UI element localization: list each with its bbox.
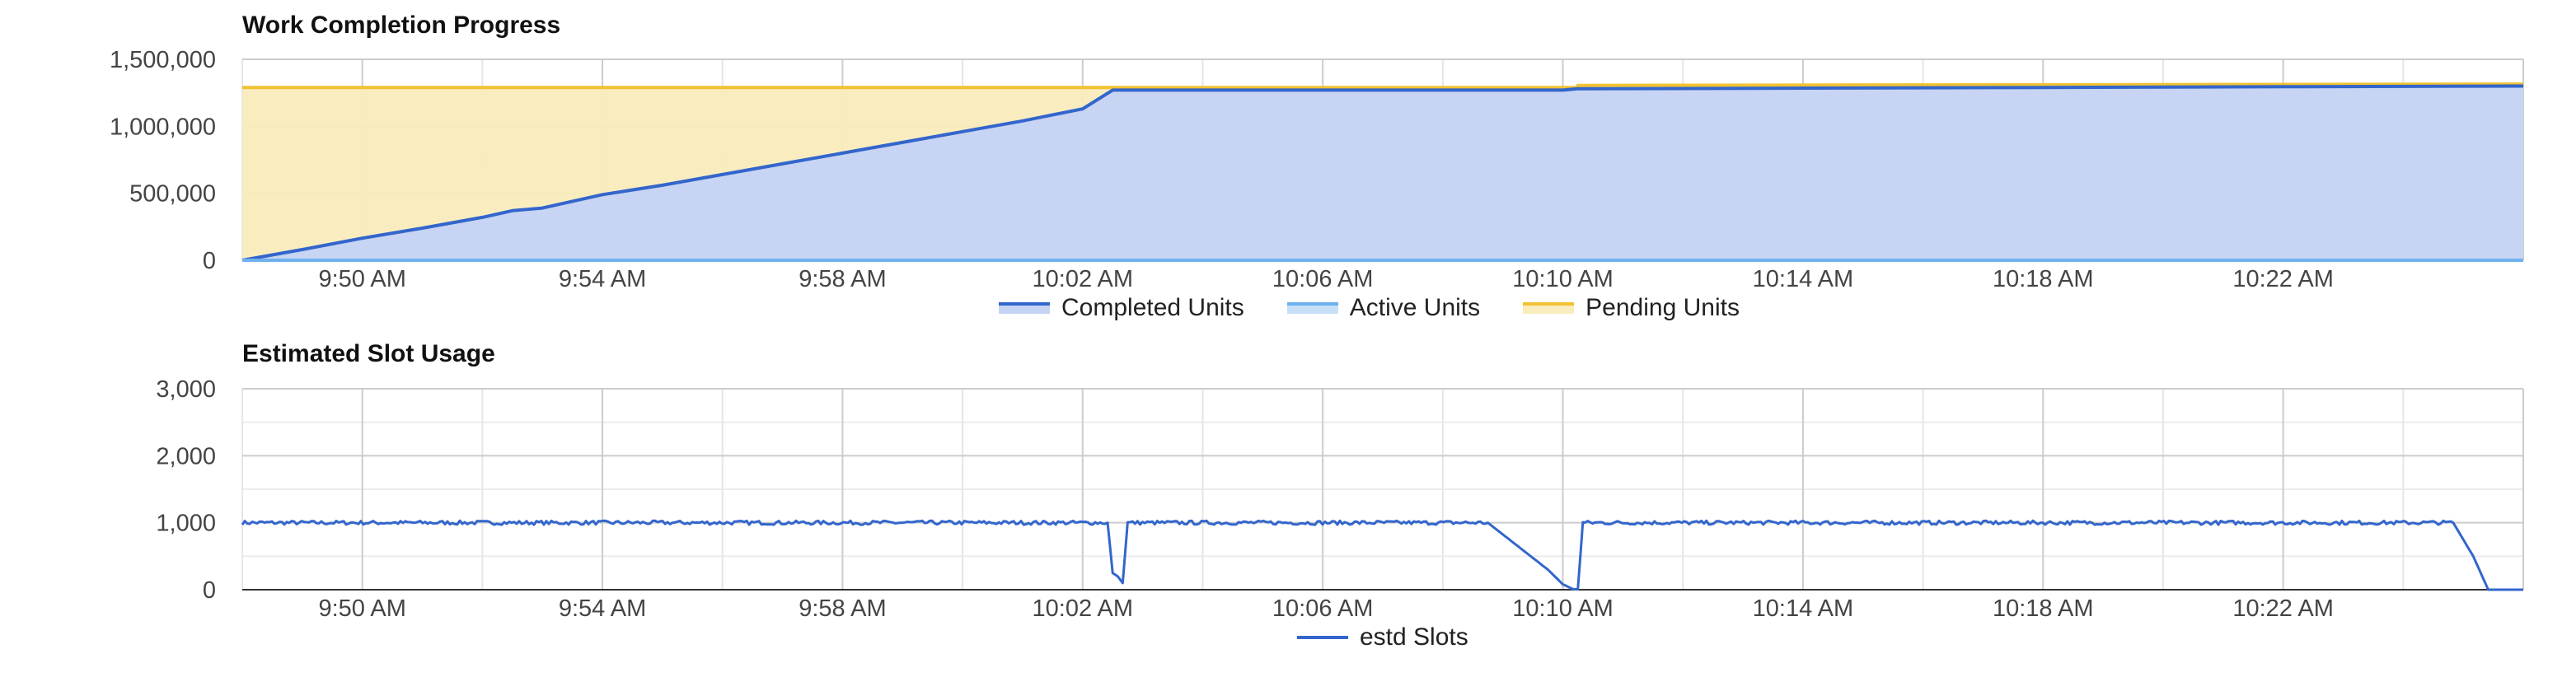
y-tick-label: 0 xyxy=(203,577,216,604)
x-tick-label: 10:14 AM xyxy=(1753,266,1854,292)
work-completion-chart: 0 500,000 1,000,000 1,500,000 9:50 AM 9:54 AM… xyxy=(110,47,2524,292)
y-tick-label: 2,000 xyxy=(156,443,216,469)
legend-item-active-units[interactable]: Active Units xyxy=(1286,294,1481,322)
legend-label: Active Units xyxy=(1349,294,1481,321)
legend-swatch xyxy=(1523,302,1575,314)
series-line-completed-units xyxy=(241,84,2524,262)
x-tick-label: 9:54 AM xyxy=(559,595,646,622)
y-tick-label: 500,000 xyxy=(129,181,216,208)
x-tick-label: 10:18 AM xyxy=(1993,266,2094,292)
x-tick-label: 10:06 AM xyxy=(1272,266,1374,292)
x-tick-label: 10:22 AM xyxy=(2232,595,2334,622)
slot-usage-legend: estd Slots xyxy=(1297,623,1511,651)
x-tick-label: 10:06 AM xyxy=(1272,595,1374,622)
legend-swatch xyxy=(1286,302,1338,314)
area-completed-units xyxy=(242,86,2523,260)
y-tick-label: 1,500,000 xyxy=(110,47,216,73)
legend-item-estd-slots[interactable]: estd Slots xyxy=(1297,623,1468,651)
chart-title-slot-usage: Estimated Slot Usage xyxy=(242,340,495,367)
y-tick-label: 1,000 xyxy=(156,511,216,537)
legend-label: Completed Units xyxy=(1061,294,1244,321)
y-tick-label: 1,000,000 xyxy=(110,114,216,140)
x-tick-label: 10:18 AM xyxy=(1993,595,2094,622)
legend-swatch xyxy=(1297,636,1348,639)
x-tick-label: 10:02 AM xyxy=(1033,266,1134,292)
x-tick-label: 9:58 AM xyxy=(799,266,886,292)
x-tick-label: 10:10 AM xyxy=(1512,266,1614,292)
work-completion-legend: Completed Units Active Units Pending Units xyxy=(999,294,1782,322)
x-tick-label: 10:14 AM xyxy=(1753,595,1854,622)
legend-item-pending-units[interactable]: Pending Units xyxy=(1523,294,1740,322)
chart-title-work-completion: Work Completion Progress xyxy=(242,12,561,39)
x-tick-label: 9:54 AM xyxy=(559,266,646,292)
slot-usage-chart: 0 1,000 2,000 3,000 9:50 AM 9:54 AM 9:58 AM 10:… xyxy=(156,376,2524,622)
y-tick-label: 3,000 xyxy=(156,376,216,403)
x-tick-label: 9:50 AM xyxy=(318,595,405,622)
x-tick-label: 10:02 AM xyxy=(1033,595,1134,622)
x-tick-label: 9:58 AM xyxy=(799,595,886,622)
x-tick-label: 10:22 AM xyxy=(2232,266,2334,292)
legend-label: Pending Units xyxy=(1585,294,1740,321)
legend-swatch xyxy=(999,302,1050,314)
x-tick-label: 10:10 AM xyxy=(1512,595,1614,622)
series-line-estd-slots xyxy=(241,519,2523,591)
legend-label: estd Slots xyxy=(1360,623,1468,651)
y-tick-label: 0 xyxy=(203,248,216,274)
series-line-pending-units xyxy=(242,82,2524,90)
legend-item-completed-units[interactable]: Completed Units xyxy=(999,294,1244,322)
x-tick-label: 9:50 AM xyxy=(318,266,405,292)
